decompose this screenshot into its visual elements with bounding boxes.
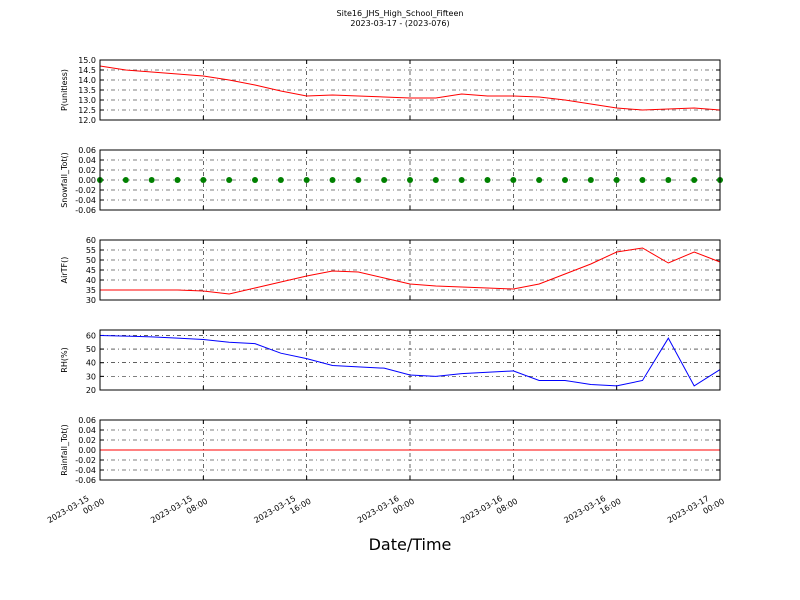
data-point (691, 177, 698, 183)
data-point (587, 177, 594, 183)
data-point (536, 177, 543, 183)
data-point (226, 177, 233, 183)
y-tick-label: 50 (86, 256, 96, 265)
data-point (200, 177, 207, 183)
data-line (99, 334, 721, 387)
y-tick-label: -0.06 (75, 476, 96, 485)
y-tick-label: 40 (86, 359, 96, 368)
data-point (174, 177, 181, 183)
data-point (639, 177, 646, 183)
y-tick-label: 55 (86, 246, 96, 255)
y-axis-label: Rainfall_Tot() (60, 424, 69, 476)
y-tick-label: 35 (86, 286, 96, 295)
data-point (432, 177, 439, 183)
data-line (100, 247, 721, 295)
y-tick-label: -0.02 (75, 456, 96, 465)
y-tick-label: -0.02 (75, 186, 96, 195)
y-tick-label: 0.02 (78, 436, 96, 445)
data-point (665, 177, 672, 183)
y-tick-label: 0.00 (78, 176, 96, 185)
y-tick-label: -0.04 (75, 466, 96, 475)
y-tick-label: 0.04 (78, 156, 96, 165)
data-point (277, 177, 284, 183)
y-tick-label: 14.5 (78, 66, 96, 75)
data-point (510, 177, 517, 183)
y-tick-label: -0.06 (75, 206, 96, 215)
y-tick-label: 60 (86, 331, 96, 340)
y-tick-label: 15.0 (78, 56, 96, 65)
chart-title: Site16_JHS_High_School_Fifteen (337, 9, 464, 18)
data-line (99, 65, 721, 111)
y-axis-label: P(unitless) (60, 69, 69, 111)
y-tick-label: 0.00 (78, 446, 96, 455)
y-tick-label: 20 (86, 386, 96, 395)
plot-frame (99, 239, 721, 301)
y-tick-label: 0.04 (78, 426, 96, 435)
y-tick-label: -0.04 (75, 196, 96, 205)
plot-frame (99, 329, 721, 391)
y-tick-label: 45 (86, 266, 96, 275)
data-point (252, 177, 258, 183)
x-axis-label: Date/Time (369, 535, 452, 554)
data-point (562, 177, 568, 183)
y-tick-label: 0.02 (78, 166, 96, 175)
plot-frame (99, 59, 721, 121)
y-tick-label: 30 (86, 296, 96, 305)
data-point (303, 177, 310, 183)
y-axis-label: Snowfall_Tot() (60, 152, 69, 208)
data-point (329, 177, 336, 183)
y-tick-label: 0.06 (78, 416, 96, 425)
data-point (484, 177, 491, 183)
data-point (381, 177, 388, 183)
y-tick-label: 50 (86, 345, 96, 354)
y-tick-label: 12.0 (78, 116, 96, 125)
y-axis-label: AirTF() (60, 257, 69, 284)
plot-frame (99, 149, 721, 211)
y-tick-label: 13.5 (78, 86, 96, 95)
y-tick-label: 30 (86, 372, 96, 381)
data-point (613, 177, 620, 183)
data-point (148, 177, 155, 183)
y-tick-label: 13.0 (78, 96, 96, 105)
y-tick-label: 14.0 (78, 76, 96, 85)
y-tick-label: 0.06 (78, 146, 96, 155)
y-tick-label: 60 (86, 236, 96, 245)
chart-subtitle: 2023-03-17 - (2023-076) (350, 19, 449, 28)
y-tick-label: 12.5 (78, 106, 96, 115)
data-point (407, 177, 413, 183)
plot-frame (99, 419, 721, 481)
y-tick-label: 40 (86, 276, 96, 285)
y-axis-label: RH(%) (60, 347, 69, 372)
data-point (458, 177, 465, 183)
data-point (122, 177, 129, 183)
data-point (355, 177, 362, 183)
